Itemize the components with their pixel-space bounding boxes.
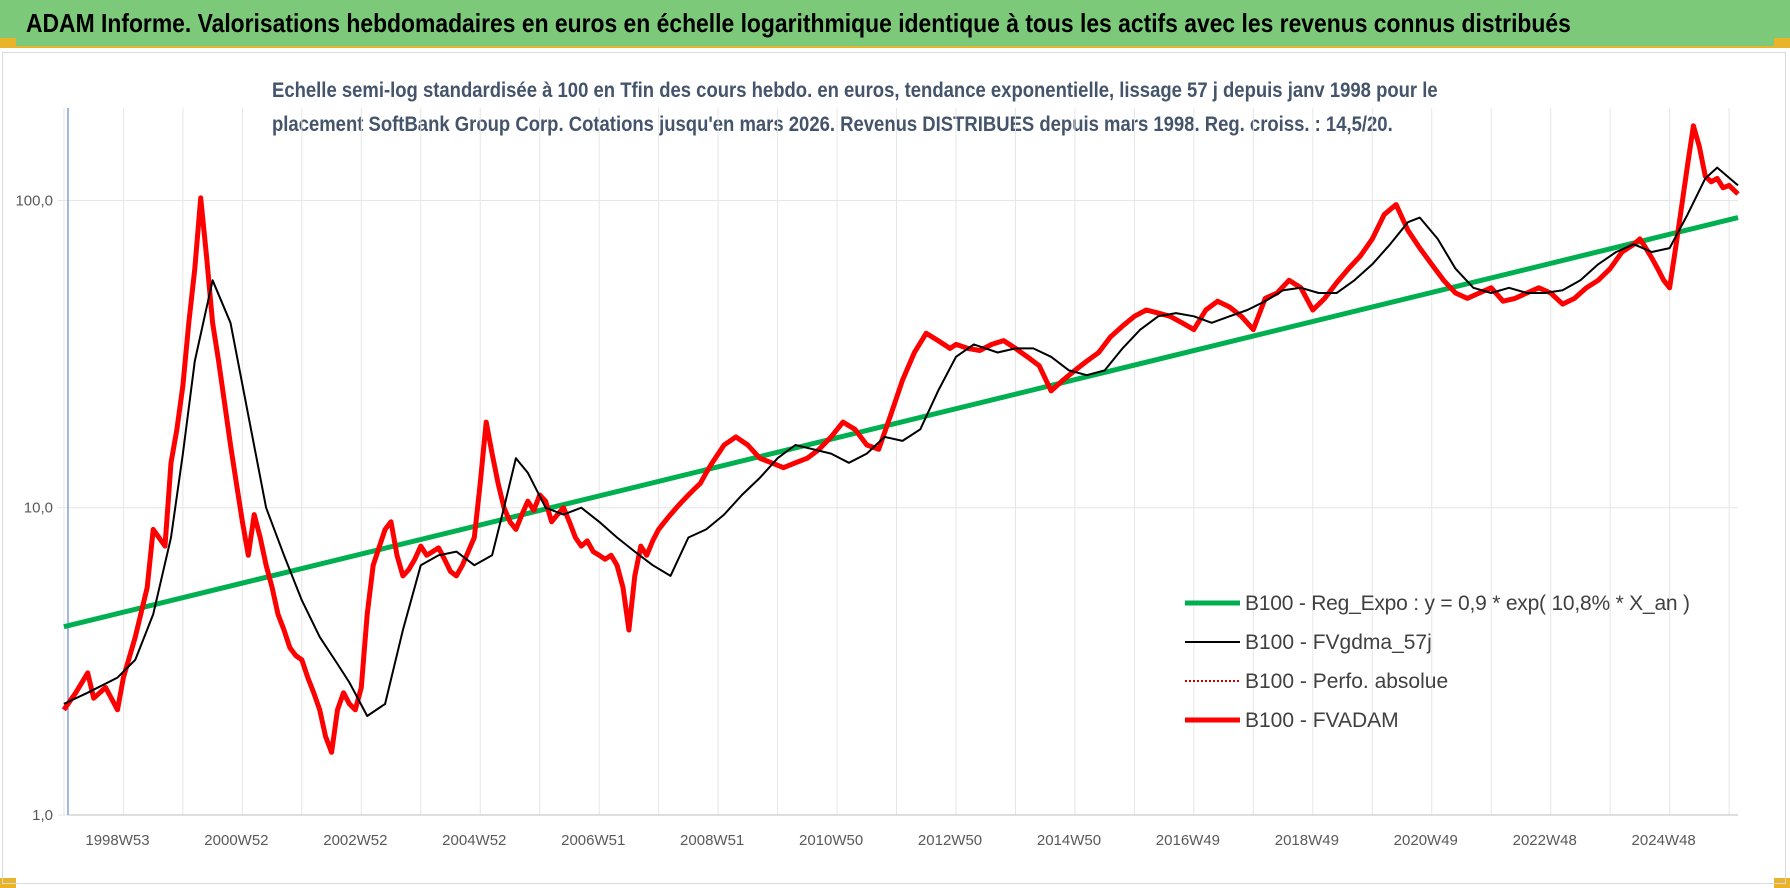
tick-labels: 1,0 10,0 100,0 1998W53 2000W52 2002W52 2004W52… — [15, 192, 1695, 849]
x-tick-label: 2022W48 — [1513, 832, 1577, 849]
x-tick-label: 2008W51 — [680, 832, 744, 849]
x-tick-label: 1998W53 — [85, 832, 149, 849]
x-tick-label: 2012W50 — [918, 832, 982, 849]
x-tick-label: 2000W52 — [204, 832, 268, 849]
x-tick-label: 2014W50 — [1037, 832, 1101, 849]
legend: B100 - Reg_Expo : y = 0,9 * exp( 10,8% *… — [1185, 592, 1690, 732]
x-tick-label: 2004W52 — [442, 832, 506, 849]
y-tick-label: 100,0 — [15, 192, 53, 209]
grid — [58, 108, 1738, 816]
x-tick-label: 2010W50 — [799, 832, 863, 849]
chart-frame — [2, 52, 1786, 884]
series-lines — [61, 123, 1740, 755]
legend-label-1: B100 - FVgdma_57j — [1245, 631, 1432, 654]
banner-title: ADAM Informe. Valorisations hebdomadaire… — [26, 8, 1571, 38]
legend-label-2: B100 - Perfo. absolue — [1245, 670, 1448, 693]
legend-label-0: B100 - Reg_Expo : y = 0,9 * exp( 10,8% *… — [1245, 592, 1690, 615]
series-line-1 — [63, 166, 1739, 717]
x-tick-label: 2024W48 — [1632, 832, 1696, 849]
x-tick-label: 2016W49 — [1156, 832, 1220, 849]
series-line-0 — [63, 215, 1739, 630]
axes — [67, 108, 1738, 816]
legend-label-3: B100 - FVADAM — [1245, 709, 1399, 732]
y-tick-label: 1,0 — [32, 807, 53, 824]
title-banner: ADAM Informe. Valorisations hebdomadaire… — [0, 0, 1790, 48]
chart-title-line-1: Echelle semi-log standardisée à 100 en T… — [272, 79, 1438, 102]
x-tick-label: 2020W49 — [1394, 832, 1458, 849]
y-tick-label: 10,0 — [24, 500, 53, 517]
corner-marker-left — [0, 38, 16, 48]
chart-title: Echelle semi-log standardisée à 100 en T… — [272, 74, 1438, 142]
corner-marker-right — [1774, 38, 1790, 48]
series-line-3 — [61, 123, 1740, 755]
chart-title-line-2: placement SoftBank Group Corp. Cotations… — [272, 113, 1393, 136]
x-tick-label: 2002W52 — [323, 832, 387, 849]
x-tick-label: 2006W51 — [561, 832, 625, 849]
x-tick-label: 2018W49 — [1275, 832, 1339, 849]
